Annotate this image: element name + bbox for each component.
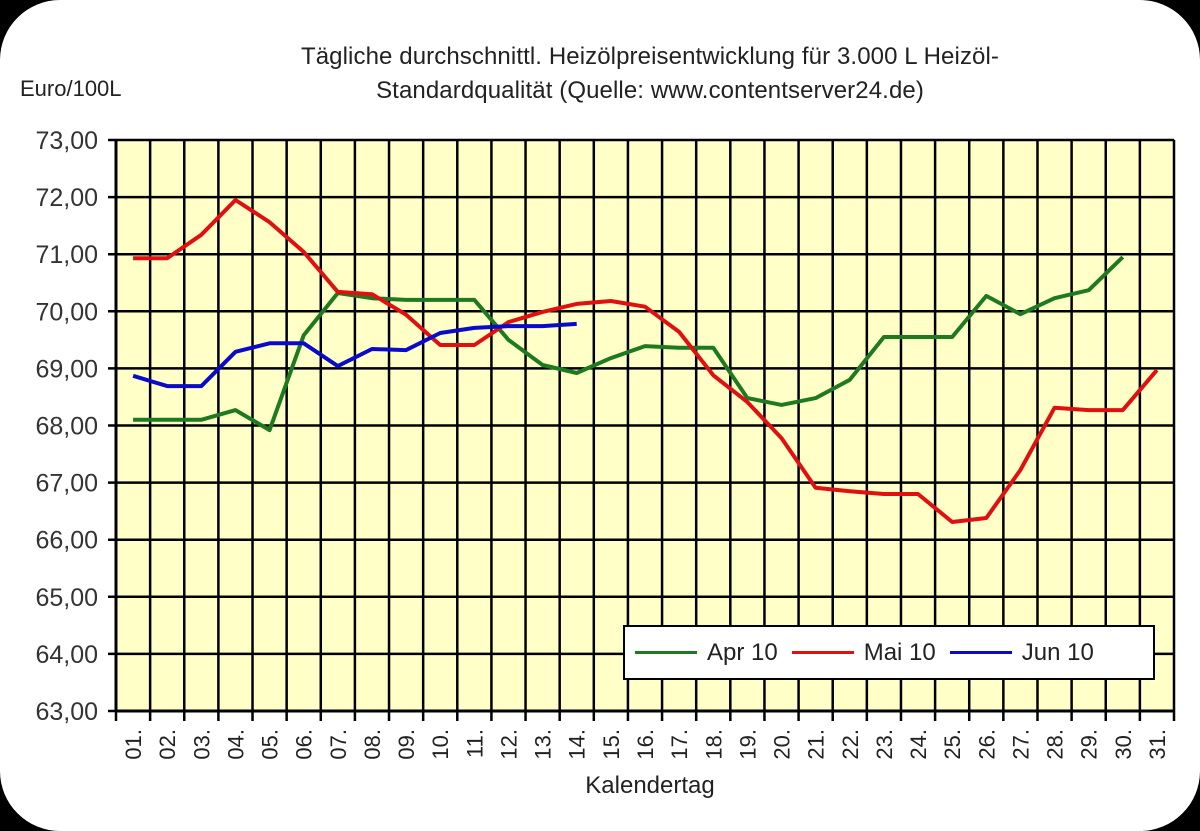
x-tick-label: 01. — [121, 729, 146, 760]
x-tick-label: 31. — [1145, 729, 1170, 760]
y-tick-label: 68,00 — [35, 413, 98, 441]
y-tick-label: 71,00 — [35, 241, 98, 269]
x-axis-label: Kalendertag — [585, 772, 715, 799]
x-tick-label: 11. — [462, 729, 487, 758]
x-tick-label: 21. — [804, 729, 829, 760]
series-line-mai-10 — [133, 198, 1159, 524]
x-tick-label: 27. — [1008, 729, 1033, 760]
x-tick-label: 28. — [1043, 729, 1068, 760]
legend-label-jun: Jun 10 — [1021, 638, 1094, 666]
x-tick-label: 19. — [735, 729, 760, 760]
x-tick-label: 20. — [770, 729, 795, 760]
x-tick-label: 23. — [872, 729, 897, 760]
x-tick-label: 17. — [667, 729, 692, 760]
x-tick-label: 30. — [1111, 729, 1136, 760]
x-tick-label: 26. — [974, 729, 999, 760]
legend-swatch-mai — [791, 651, 854, 654]
y-tick-label: 70,00 — [35, 298, 98, 326]
y-tick-label: 65,00 — [35, 584, 98, 612]
y-tick-label: 63,00 — [35, 698, 98, 726]
x-tick-label: 14. — [565, 729, 590, 760]
x-tick-label: 13. — [531, 729, 556, 760]
legend-label-apr: Apr 10 — [707, 638, 778, 666]
y-tick-label: 69,00 — [35, 355, 98, 383]
chart-title-line-1: Tägliche durchschnittl. Heizölpreisentwi… — [300, 43, 1000, 70]
y-tick-label: 64,00 — [35, 641, 98, 669]
legend-label-mai: Mai 10 — [863, 638, 936, 666]
chart-title-line-2: Standardqualität (Quelle: www.contentser… — [376, 77, 924, 104]
x-tick-label: 06. — [292, 729, 317, 760]
chart-title: Tägliche durchschnittl. Heizölpreisentwi… — [150, 40, 1150, 108]
y-tick-label: 73,00 — [35, 127, 98, 155]
x-tick-label: 18. — [701, 729, 726, 760]
x-tick-label: 10. — [428, 729, 453, 760]
x-tick-label: 15. — [599, 729, 624, 760]
x-tick-label: 09. — [394, 729, 419, 760]
legend-item-apr: Apr 10 — [635, 639, 778, 667]
x-tick-label: 03. — [189, 729, 214, 760]
series-line-apr-10 — [133, 255, 1125, 433]
x-tick-label: 12. — [496, 729, 521, 760]
y-tick-label: 67,00 — [35, 470, 98, 498]
x-tick-label: 25. — [940, 729, 965, 760]
series-line-jun-10 — [132, 321, 577, 389]
legend-item-jun: Jun 10 — [949, 638, 1094, 667]
legend: Apr 10 Mai 10 Jun 10 — [623, 625, 1155, 680]
x-tick-label: 22. — [838, 729, 863, 760]
x-tick-label: 02. — [155, 729, 180, 760]
x-tick-label: 16. — [633, 729, 658, 760]
y-tick-label: 72,00 — [35, 184, 98, 212]
legend-swatch-jun — [949, 651, 1012, 654]
legend-swatch-apr — [635, 651, 697, 654]
y-axis-label: Euro/100L — [20, 76, 122, 101]
x-tick-label: 07. — [326, 729, 351, 760]
y-tick-label: 66,00 — [35, 527, 98, 555]
x-tick-label: 04. — [223, 729, 248, 760]
legend-item-mai: Mai 10 — [791, 638, 936, 667]
x-tick-label: 05. — [258, 729, 283, 760]
x-tick-label: 24. — [906, 729, 931, 760]
x-tick-label: 08. — [360, 729, 385, 760]
x-tick-label: 29. — [1077, 729, 1102, 760]
